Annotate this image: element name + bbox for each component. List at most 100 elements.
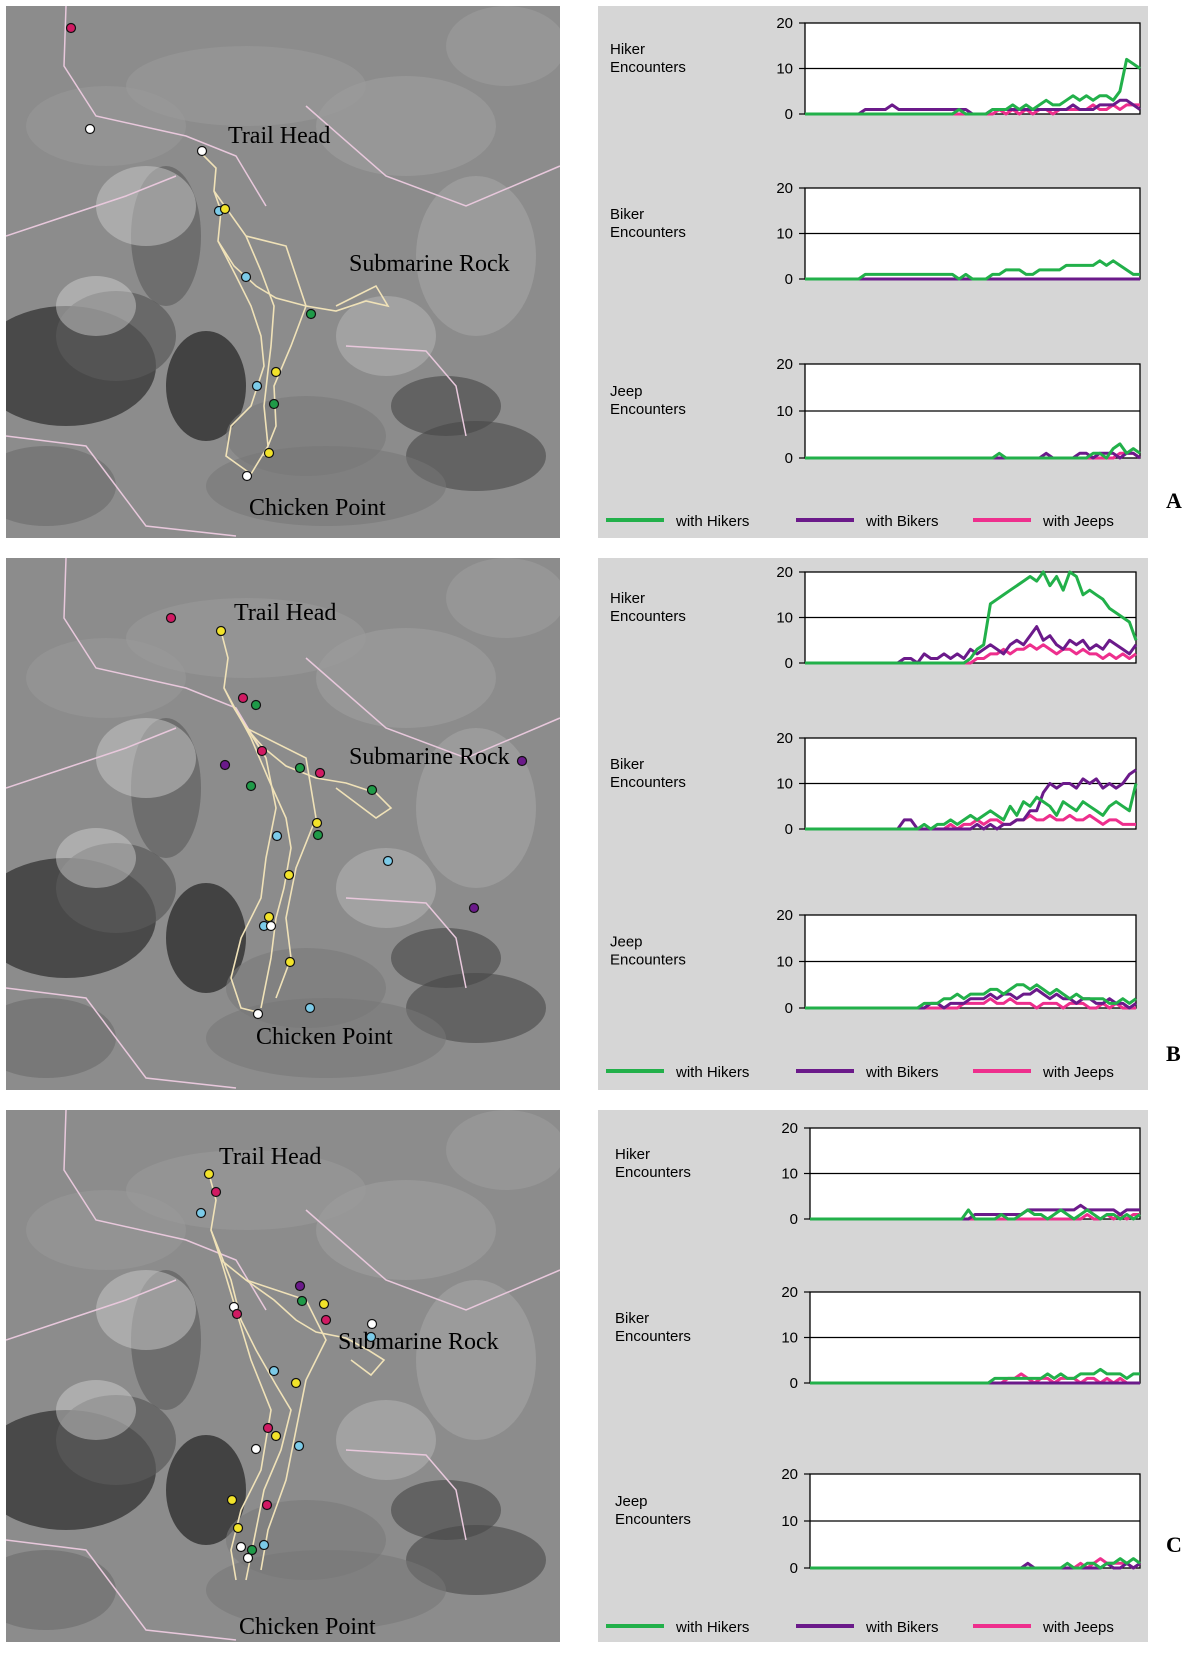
terrain-hill [56,276,136,336]
chart-label: Encounters [610,224,686,241]
terrain-hill [126,46,366,126]
legend-c: with Hikers with Bikers with Jeeps [606,1619,1114,1636]
visitor-marker [258,1539,270,1551]
visitor-marker [219,203,231,215]
visitor-marker [268,398,280,410]
series-line-hikers [810,1557,1141,1570]
visitor-marker [365,1331,377,1343]
terrain-hill [56,843,176,933]
chart-label: Encounters [615,1164,691,1181]
visitor-marker [251,380,263,392]
terrain-hill [96,166,196,246]
y-tick-label: 0 [785,271,793,288]
chart-label: Encounters [610,59,686,76]
series-line-hikers [805,57,1141,116]
terrain-hill [316,1180,496,1280]
y-tick-label: 20 [781,1466,798,1483]
map-svg-a: Trail Head Submarine Rock Chicken Point [6,6,560,538]
visitor-marker [366,784,378,796]
terrain-hill [6,998,116,1078]
y-tick-label: 20 [776,564,793,581]
visitor-marker [366,1318,378,1330]
visitor-marker [65,22,77,34]
visitor-marker [312,829,324,841]
visitor-marker [262,1422,274,1434]
legend-label: with Bikers [865,513,939,530]
terrain-hill [206,446,446,526]
visitor-marker [195,1207,207,1219]
y-tick-label: 20 [776,356,793,373]
y-tick-label: 10 [781,1166,798,1183]
visitor-marker [294,762,306,774]
chart-label: Hiker [610,41,645,58]
chart-label: Encounters [610,608,686,625]
terrain-hill [406,421,546,491]
legend-label: with Hikers [675,513,749,530]
visitor-marker [293,1440,305,1452]
y-tick-label: 20 [781,1284,798,1301]
trail-path [213,190,275,475]
terrain-hill [336,848,436,928]
chart-label: Hiker [615,1146,650,1163]
chart-label: Jeep [615,1493,648,1510]
visitor-marker [305,308,317,320]
terrain-hill [391,1480,501,1540]
trail-map-a: Trail Head Submarine Rock Chicken Point [6,6,560,538]
terrain-hill [446,558,560,638]
charts-svg-a: HikerEncounters01020BikerEncounters01020… [606,15,1141,530]
y-tick-label: 10 [776,954,793,971]
chart-label: Jeep [610,934,643,951]
visitor-marker [296,1295,308,1307]
terrain-hill [166,1435,246,1545]
terrain-hill [316,628,496,728]
encounter-charts-c: Hiker Encounters 0 10 20 Biker Encounters 0 10 20… [598,1110,1148,1642]
map-svg-c: Trail Head Submarine Rock Chicken Point [6,1110,560,1642]
y-tick-label: 0 [785,106,793,123]
trail-path [230,707,277,1014]
terrain-hill [416,176,536,336]
terrain-hill [316,76,496,176]
boundary-line [6,987,237,1089]
trail-path [200,152,390,312]
series-line-hikers [805,983,1137,1010]
place-label-chicken-point: Chicken Point [239,1614,376,1640]
visitor-marker [311,817,323,829]
terrain-hill [391,376,501,436]
y-tick-label: 10 [776,61,793,78]
visitor-marker [261,1499,273,1511]
y-tick-label: 0 [785,450,793,467]
charts-svg-b: HikerEncounters01020BikerEncounters01020… [606,564,1138,1081]
visitor-marker [290,1377,302,1389]
visitor-marker [246,1544,258,1556]
y-tick-label: 10 [776,610,793,627]
series-line-hikers [805,783,1138,831]
boundary-line [345,1449,467,1541]
boundary-line [345,345,467,437]
place-label-trail-head: Trail Head [234,600,336,626]
y-tick-label: 20 [776,180,793,197]
visitor-marker [304,1002,316,1014]
chart-label: Jeep [610,383,643,400]
charts-svg-c: HikerEncounters01020BikerEncounters01020… [606,1120,1141,1636]
visitor-marker [263,447,275,459]
visitor-marker [283,869,295,881]
legend-label: with Hikers [675,1064,749,1081]
visitor-marker [270,1430,282,1442]
series-line-hikers [805,442,1141,460]
y-tick-label: 20 [781,1120,798,1137]
boundary-line [63,6,267,207]
visitor-marker [215,625,227,637]
y-tick-label: 0 [790,1560,798,1577]
place-label-submarine-rock: Submarine Rock [349,744,510,770]
boundary-line [305,657,560,759]
chart-label: Encounters [615,1511,691,1528]
visitor-marker [468,902,480,914]
chart-label: Hiker [610,590,645,607]
chart-label: Encounters [615,1328,691,1345]
visitor-marker [241,470,253,482]
legend-label: with Jeeps [1042,513,1114,530]
